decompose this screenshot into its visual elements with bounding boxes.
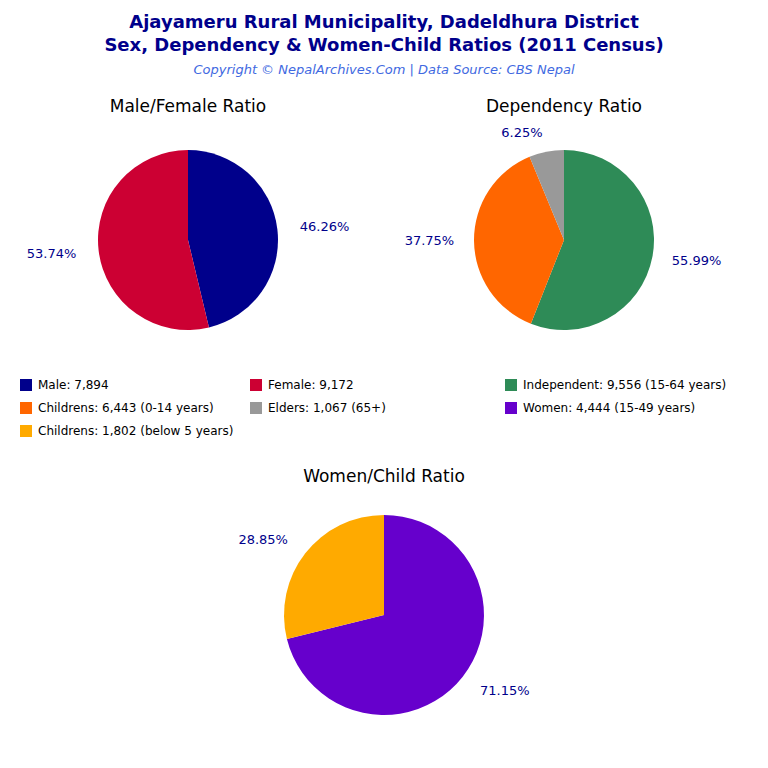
legend-swatch <box>20 402 32 414</box>
legend-swatch <box>20 379 32 391</box>
data-label: 55.99% <box>672 253 722 268</box>
pie <box>284 515 484 715</box>
legend-entry: Male: 7,894 <box>38 378 109 392</box>
legend-entry: Women: 4,444 (15-49 years) <box>523 401 695 415</box>
pie-slice <box>530 150 564 240</box>
data-label: 28.85% <box>238 532 288 547</box>
legend-entry: Childrens: 1,802 (below 5 years) <box>38 424 233 438</box>
pie-slice <box>284 515 384 639</box>
data-label: 6.25% <box>501 125 542 140</box>
chart-root: Ajayameru Rural Municipality, Dadeldhura… <box>0 0 768 768</box>
pie-title: Dependency Ratio <box>486 96 642 116</box>
legend-entry: Childrens: 6,443 (0-14 years) <box>38 401 214 415</box>
legend-entry: Elders: 1,067 (65+) <box>268 401 386 415</box>
pie <box>98 150 278 330</box>
data-label: 71.15% <box>480 683 530 698</box>
data-labels: 55.99% 37.75% 6.25% <box>405 125 722 268</box>
legend-entry: Female: 9,172 <box>268 378 354 392</box>
title: Ajayameru Rural Municipality, Dadeldhura… <box>129 11 639 32</box>
legend-entry: Independent: 9,556 (15-64 years) <box>523 378 726 392</box>
subtitle: Sex, Dependency & Women-Child Ratios (20… <box>104 34 663 55</box>
data-labels: 46.26% 53.74% <box>27 219 350 260</box>
legend-swatch <box>20 425 32 437</box>
legend-swatch <box>250 379 262 391</box>
pie-title: Male/Female Ratio <box>110 96 267 116</box>
legend-swatch <box>505 379 517 391</box>
pie-title: Women/Child Ratio <box>303 466 465 486</box>
legend-swatch <box>505 402 517 414</box>
data-labels: 71.15% 28.85% <box>238 532 529 697</box>
pie-slice <box>98 150 209 330</box>
data-label: 53.74% <box>27 246 77 261</box>
legend: Male: 7,894 Female: 9,172 Independent: 9,5… <box>20 378 726 438</box>
legend-swatch <box>250 402 262 414</box>
data-label: 37.75% <box>405 233 455 248</box>
annotation: Copyright © NepalArchives.Com | Data Sou… <box>193 62 574 77</box>
data-label: 46.26% <box>300 219 350 234</box>
pie <box>474 150 654 330</box>
